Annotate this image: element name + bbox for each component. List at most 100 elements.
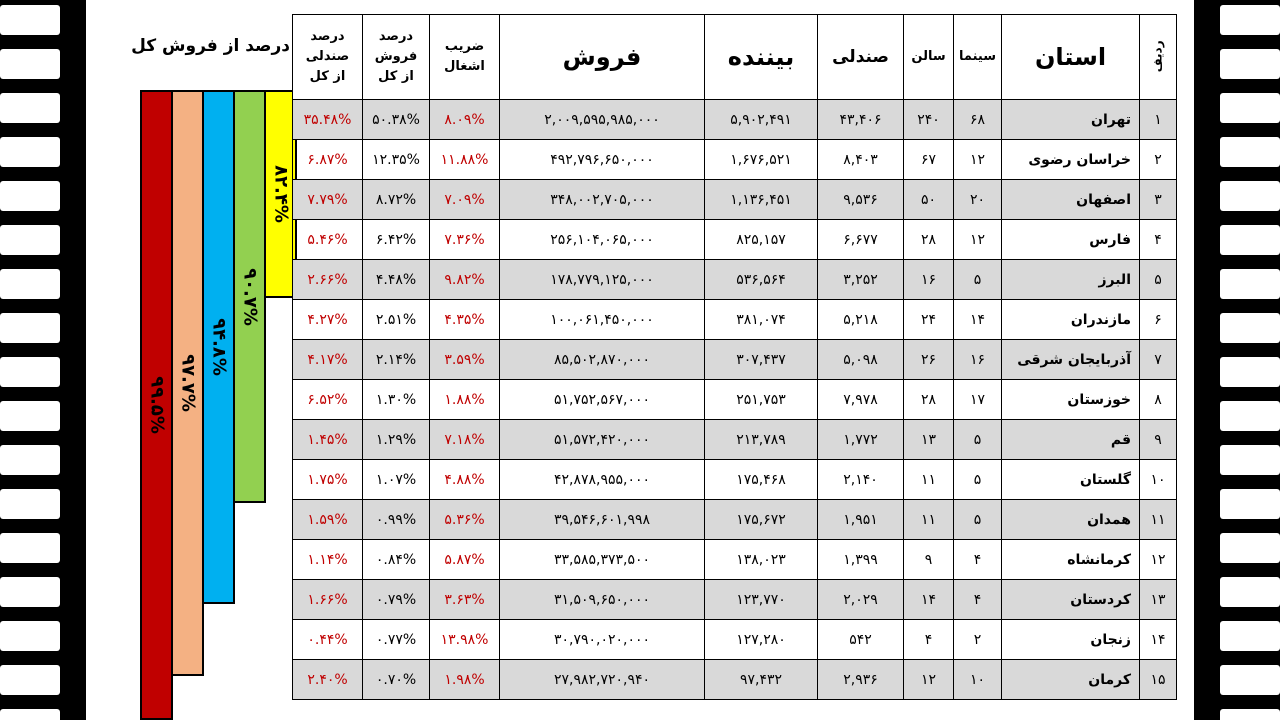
province-cell: کرمانشاه: [1001, 539, 1140, 580]
occupancy-cell: ۱۱.۸۸%: [429, 139, 500, 180]
film-strip-right: [1194, 0, 1280, 720]
table-row: ۹ قم ۵ ۱۳ ۱,۷۷۲ ۲۱۳,۷۸۹ ۵۱,۵۷۲,۴۲۰,۰۰۰ ۷.۱۸% ۱.۲…: [292, 419, 1177, 460]
viewers-cell: ۱۲۷,۲۸۰: [704, 619, 818, 660]
seat-share-cell: ۱.۱۴%: [292, 539, 363, 580]
film-perforation: [1220, 225, 1280, 255]
header-sales-share: درصد فروش از کل: [362, 14, 430, 100]
cinemas-cell: ۶۸: [953, 99, 1002, 140]
halls-cell: ۲۴: [903, 299, 954, 340]
seats-cell: ۱,۷۷۲: [817, 419, 904, 460]
province-cell: البرز: [1001, 259, 1140, 300]
seat-share-cell: ۱.۷۵%: [292, 459, 363, 500]
viewers-cell: ۵۳۶,۵۶۴: [704, 259, 818, 300]
sales-share-cell: ۱.۳۰%: [362, 379, 430, 420]
share-bar: ۹۴.۸%: [202, 90, 235, 604]
film-perforation: [1220, 489, 1280, 519]
viewers-cell: ۳۸۱,۰۷۴: [704, 299, 818, 340]
header-province: استان: [1001, 14, 1140, 100]
province-cell: گلستان: [1001, 459, 1140, 500]
province-box-office-table: ردیف استان سینما سالن صندلی بیننده فروش …: [292, 14, 1177, 700]
sales-cell: ۴۹۲,۷۹۶,۶۵۰,۰۰۰: [499, 139, 705, 180]
sales-cell: ۵۱,۷۵۲,۵۶۷,۰۰۰: [499, 379, 705, 420]
cinemas-cell: ۱۷: [953, 379, 1002, 420]
rank-cell: ۱۰: [1139, 459, 1177, 500]
province-cell: قم: [1001, 419, 1140, 460]
sales-share-cell: ۱۲.۳۵%: [362, 139, 430, 180]
sales-share-title: درصد از فروش کل: [131, 36, 290, 56]
sales-cell: ۳۴۸,۰۰۲,۷۰۵,۰۰۰: [499, 179, 705, 220]
sales-cell: ۲,۰۰۹,۵۹۵,۹۸۵,۰۰۰: [499, 99, 705, 140]
seats-cell: ۵۴۲: [817, 619, 904, 660]
film-perforation: [0, 49, 60, 79]
viewers-cell: ۱۳۸,۰۲۳: [704, 539, 818, 580]
header-seats: صندلی: [817, 14, 904, 100]
film-perforation: [1220, 577, 1280, 607]
rank-cell: ۹: [1139, 419, 1177, 460]
occupancy-cell: ۹.۸۲%: [429, 259, 500, 300]
seats-cell: ۲,۰۲۹: [817, 579, 904, 620]
sales-share-cell: ۰.۷۹%: [362, 579, 430, 620]
film-perforation: [0, 401, 60, 431]
sales-share-cell: ۲.۵۱%: [362, 299, 430, 340]
film-perforation: [0, 93, 60, 123]
halls-cell: ۱۳: [903, 419, 954, 460]
film-perforation: [0, 269, 60, 299]
share-bar: ۹۷.۷%: [171, 90, 204, 676]
seats-cell: ۶,۶۷۷: [817, 219, 904, 260]
film-perforation: [1220, 445, 1280, 475]
header-viewers: بیننده: [704, 14, 818, 100]
film-perforation: [0, 357, 60, 387]
sales-cell: ۲۵۶,۱۰۴,۰۶۵,۰۰۰: [499, 219, 705, 260]
film-perforation: [1220, 181, 1280, 211]
seats-cell: ۴۳,۴۰۶: [817, 99, 904, 140]
film-perforation: [1220, 357, 1280, 387]
halls-cell: ۱۱: [903, 499, 954, 540]
film-perforation: [1220, 621, 1280, 651]
viewers-cell: ۳۰۷,۴۳۷: [704, 339, 818, 380]
seat-share-cell: ۳۵.۴۸%: [292, 99, 363, 140]
sales-cell: ۱۷۸,۷۷۹,۱۲۵,۰۰۰: [499, 259, 705, 300]
sales-cell: ۳۹,۵۴۶,۶۰۱,۹۹۸: [499, 499, 705, 540]
sales-cell: ۳۳,۵۸۵,۳۷۳,۵۰۰: [499, 539, 705, 580]
seat-share-cell: ۲.۴۰%: [292, 659, 363, 700]
rank-cell: ۱۱: [1139, 499, 1177, 540]
film-perforation: [1220, 665, 1280, 695]
halls-cell: ۱۱: [903, 459, 954, 500]
halls-cell: ۲۸: [903, 379, 954, 420]
table-row: ۱۰ گلستان ۵ ۱۱ ۲,۱۴۰ ۱۷۵,۴۶۸ ۴۲,۸۷۸,۹۵۵,۰۰۰ ۴.۸…: [292, 459, 1177, 500]
film-perforation: [0, 577, 60, 607]
table-row: ۳ اصفهان ۲۰ ۵۰ ۹,۵۳۶ ۱,۱۳۶,۴۵۱ ۳۴۸,۰۰۲,۷۰۵,۰۰۰…: [292, 179, 1177, 220]
film-perforation: [0, 225, 60, 255]
rank-cell: ۸: [1139, 379, 1177, 420]
table-row: ۱۲ کرمانشاه ۴ ۹ ۱,۳۹۹ ۱۳۸,۰۲۳ ۳۳,۵۸۵,۳۷۳,۵۰۰ ۵.…: [292, 539, 1177, 580]
province-cell: همدان: [1001, 499, 1140, 540]
occupancy-cell: ۳.۵۹%: [429, 339, 500, 380]
share-bar: ۹۰.۷%: [233, 90, 266, 503]
film-perforation: [0, 665, 60, 695]
seat-share-cell: ۵.۴۶%: [292, 219, 363, 260]
film-perforation: [1220, 313, 1280, 343]
seats-cell: ۹,۵۳۶: [817, 179, 904, 220]
cinemas-cell: ۴: [953, 539, 1002, 580]
table-row: ۱۴ زنجان ۲ ۴ ۵۴۲ ۱۲۷,۲۸۰ ۳۰,۷۹۰,۰۲۰,۰۰۰ ۱۳.۹۸% ۰…: [292, 619, 1177, 660]
seats-cell: ۵,۰۹۸: [817, 339, 904, 380]
header-cinemas: سینما: [953, 14, 1002, 100]
rank-cell: ۵: [1139, 259, 1177, 300]
occupancy-cell: ۳.۶۳%: [429, 579, 500, 620]
table-row: ۱ تهران ۶۸ ۲۴۰ ۴۳,۴۰۶ ۵,۹۰۲,۴۹۱ ۲,۰۰۹,۵۹۵,۹۸۵,…: [292, 99, 1177, 140]
table-body: ۱ تهران ۶۸ ۲۴۰ ۴۳,۴۰۶ ۵,۹۰۲,۴۹۱ ۲,۰۰۹,۵۹۵,۹۸۵,…: [292, 99, 1177, 700]
sales-share-cell: ۱.۲۹%: [362, 419, 430, 460]
sales-share-cell: ۰.۹۹%: [362, 499, 430, 540]
cinemas-cell: ۲۰: [953, 179, 1002, 220]
halls-cell: ۲۶: [903, 339, 954, 380]
province-cell: خوزستان: [1001, 379, 1140, 420]
province-cell: مازندران: [1001, 299, 1140, 340]
halls-cell: ۱۴: [903, 579, 954, 620]
sales-cell: ۸۵,۵۰۲,۸۷۰,۰۰۰: [499, 339, 705, 380]
halls-cell: ۲۴۰: [903, 99, 954, 140]
cinemas-cell: ۱۲: [953, 219, 1002, 260]
cinemas-cell: ۵: [953, 499, 1002, 540]
seats-cell: ۱,۹۵۱: [817, 499, 904, 540]
cinemas-cell: ۱۰: [953, 659, 1002, 700]
halls-cell: ۵۰: [903, 179, 954, 220]
